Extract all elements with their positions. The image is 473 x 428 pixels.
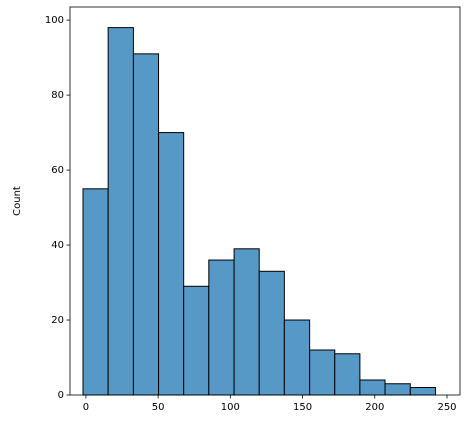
- y-tick-label: 0: [58, 390, 64, 401]
- x-tick-label: 200: [365, 402, 384, 413]
- y-tick-label: 20: [51, 315, 64, 326]
- bar: [233, 248, 260, 396]
- y-axis-label: Count: [12, 186, 23, 216]
- y-tick-label: 40: [51, 240, 64, 251]
- bar: [409, 387, 436, 396]
- x-tick-label: 50: [152, 402, 165, 413]
- x-tick-label: 150: [293, 402, 312, 413]
- y-tick-label: 60: [51, 165, 64, 176]
- bar: [183, 285, 210, 396]
- bar: [359, 379, 386, 396]
- bar: [107, 27, 134, 396]
- axes-frame: [69, 6, 461, 396]
- bar: [258, 270, 285, 396]
- bar: [309, 349, 336, 396]
- bar: [283, 319, 311, 396]
- bar: [334, 353, 361, 396]
- x-tick-label: 250: [437, 402, 456, 413]
- bar: [158, 132, 185, 396]
- bar: [132, 53, 160, 396]
- x-tick-label: 0: [83, 402, 89, 413]
- y-tick-label: 80: [51, 90, 64, 101]
- bar: [384, 383, 411, 396]
- bar: [82, 188, 109, 396]
- x-tick-label: 100: [221, 402, 240, 413]
- y-tick-label: 100: [45, 15, 64, 26]
- bar: [208, 259, 235, 396]
